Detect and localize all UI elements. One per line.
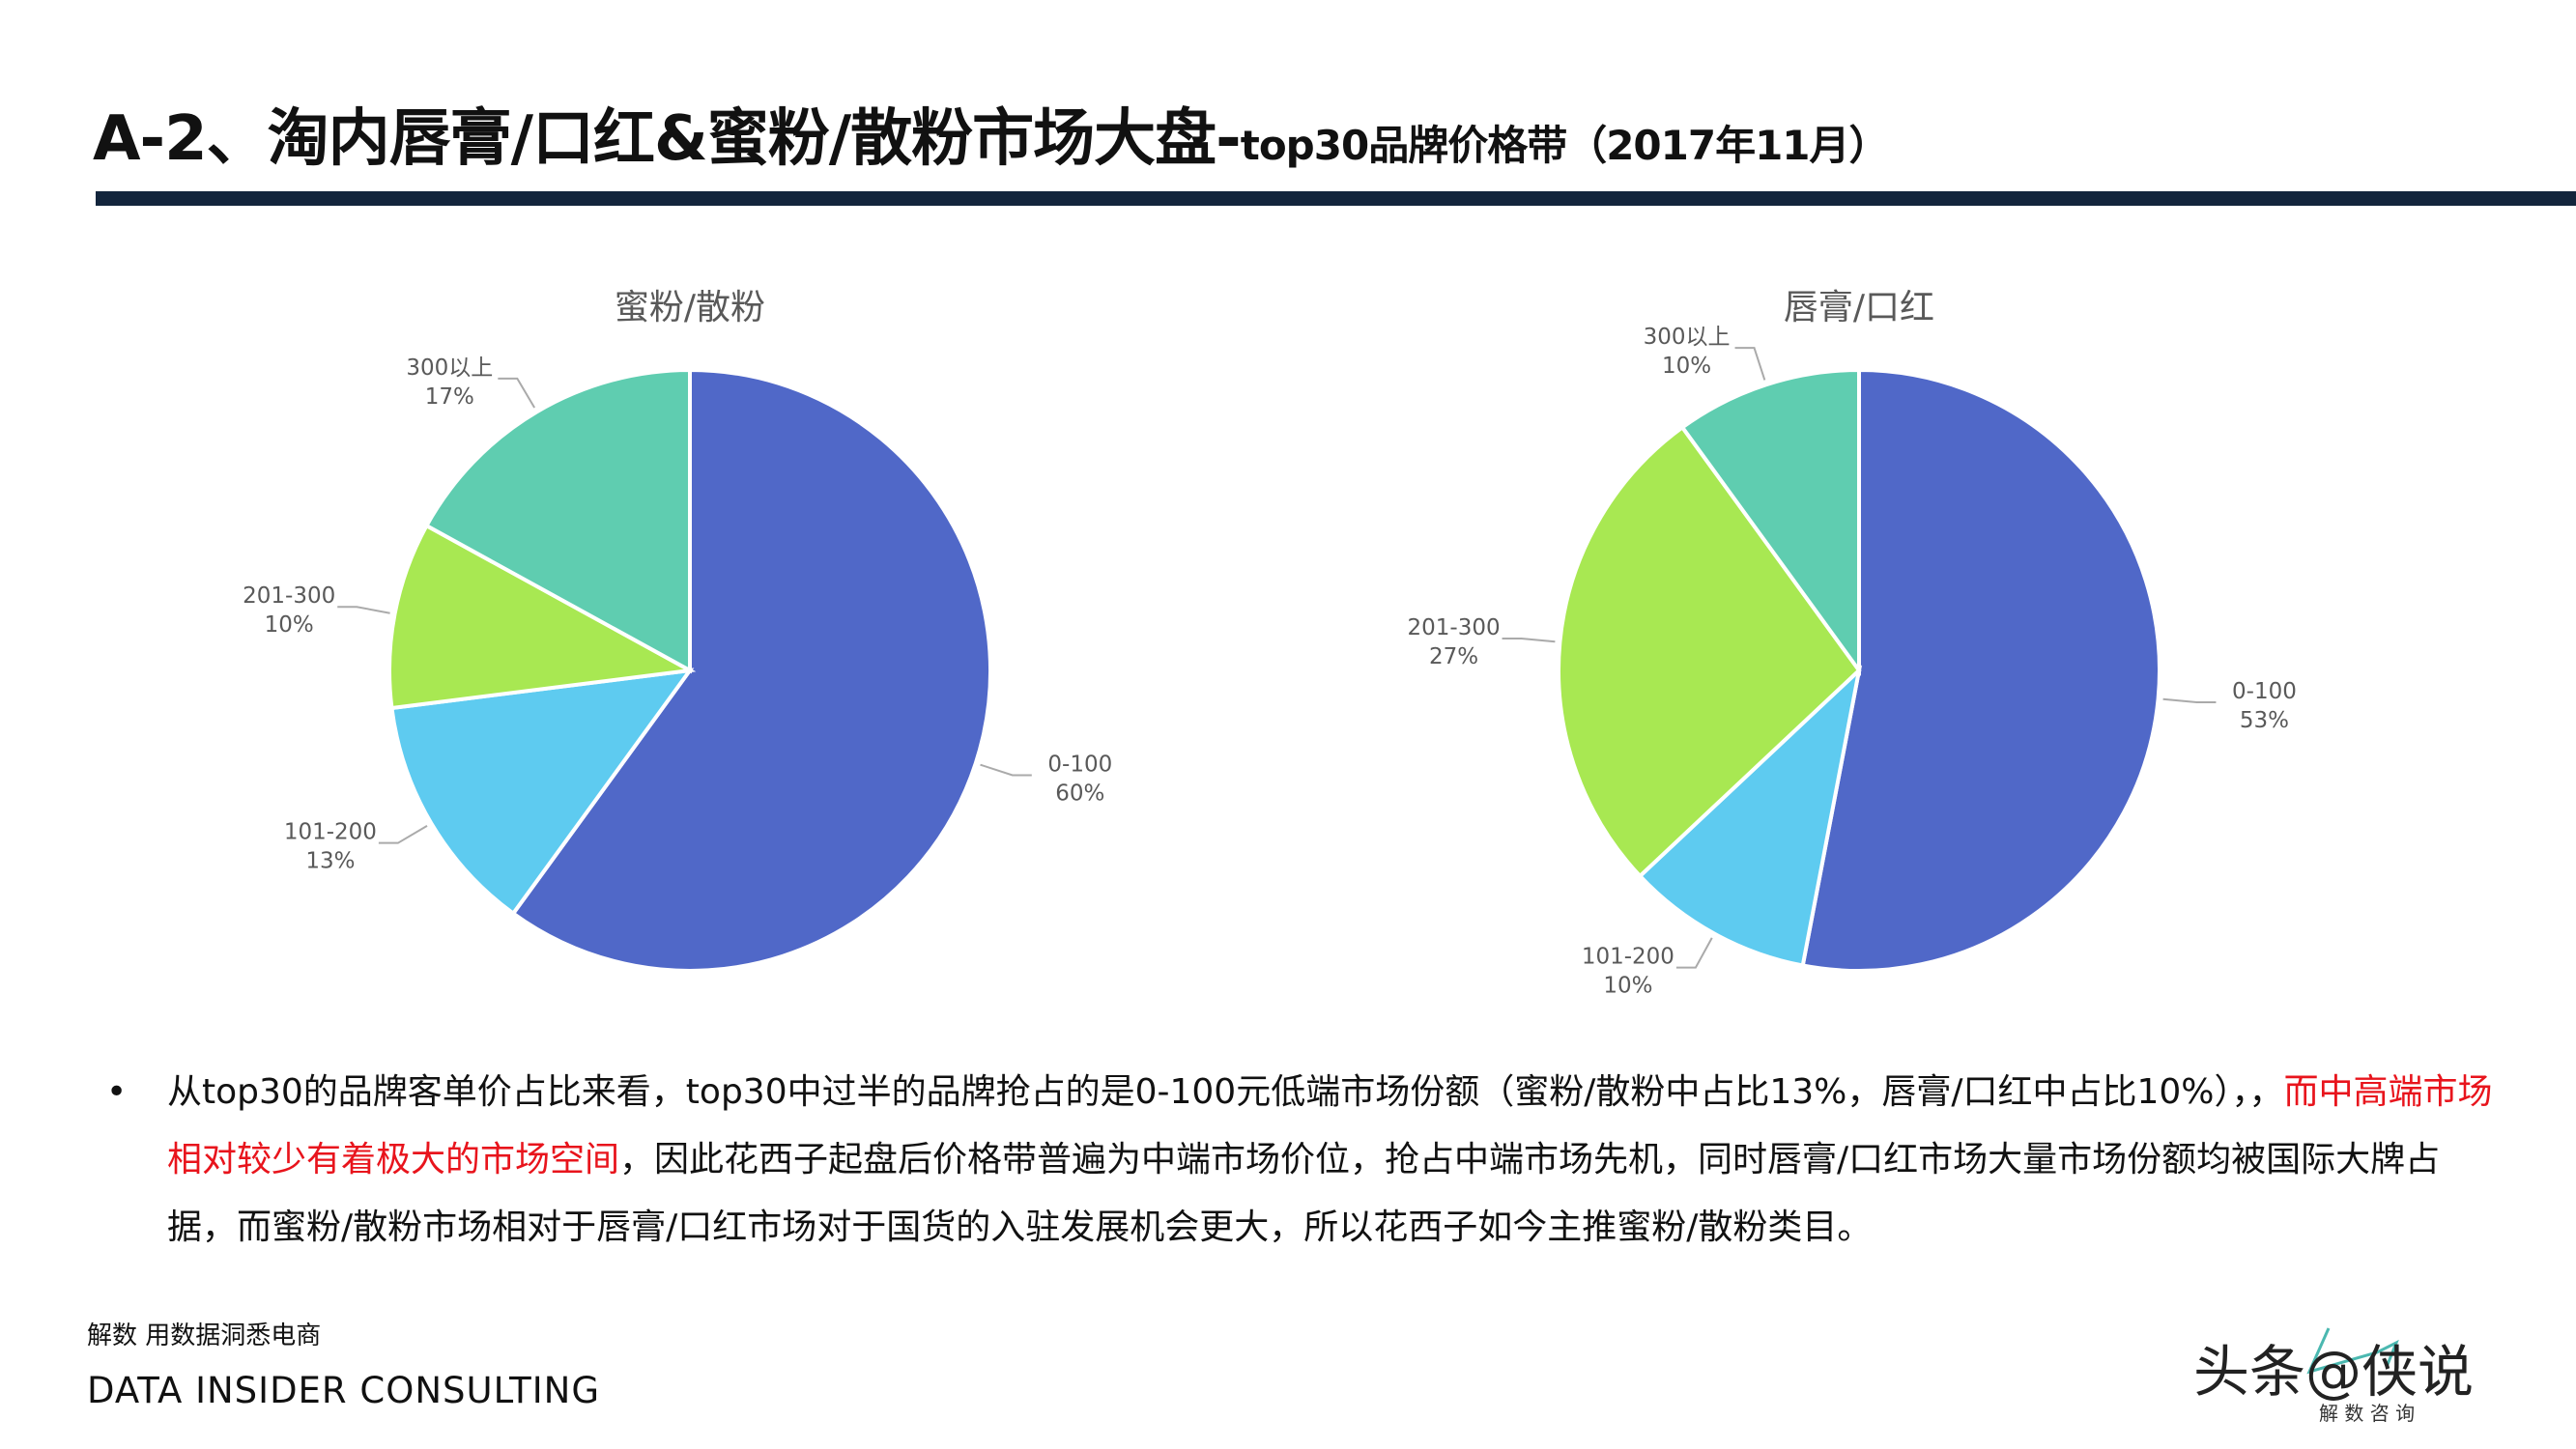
body-highlight: 而中高端市场相对较少有着极大的市场空间 bbox=[167, 1072, 2493, 1179]
data-label-category: 201-300 bbox=[243, 583, 335, 609]
data-label-value: 27% bbox=[1429, 644, 1478, 669]
data-label-category: 0-100 bbox=[1047, 752, 1112, 777]
body-text: 从top30的品牌客单价占比来看，top30中过半的品牌抢占的是0-100元低端… bbox=[167, 1059, 2505, 1262]
leader-line bbox=[498, 377, 536, 409]
title-sub: top30品牌价格带（2017年11月） bbox=[1240, 122, 1890, 169]
data-label-value: 13% bbox=[305, 849, 355, 874]
data-label-category: 300以上 bbox=[1644, 325, 1731, 350]
body-part1: 从top30的品牌客单价占比来看，top30中过半的品牌抢占的是0-100元低端… bbox=[167, 1072, 2284, 1112]
pie-charts: 蜜粉/散粉 0-100 60% 101-200 13% 201-300 10% 300以上 17… bbox=[243, 288, 2297, 999]
pie-slice-300以上 bbox=[1679, 367, 1861, 677]
leader-line bbox=[1675, 937, 1713, 969]
data-label-category: 201-300 bbox=[1408, 615, 1501, 640]
title-divider bbox=[96, 191, 2576, 206]
footer-company: DATA INSIDER CONSULTING bbox=[87, 1370, 600, 1411]
pie-slice-0-100 bbox=[1800, 367, 2161, 973]
watermark-logo: 头条@侠说 解 数 咨 询 bbox=[2193, 1327, 2474, 1425]
bullet: • bbox=[106, 1072, 128, 1112]
footer-tagline: 解数 用数据洞悉电商 bbox=[87, 1321, 322, 1350]
leader-line bbox=[980, 763, 1032, 777]
leader-line bbox=[1734, 347, 1766, 381]
pie-slice-101-200 bbox=[1637, 665, 1863, 968]
watermark-logo-text: 解 数 咨 询 bbox=[2319, 1402, 2415, 1425]
data-label-value: 53% bbox=[2240, 708, 2289, 733]
leader-line bbox=[378, 824, 428, 844]
data-label-value: 60% bbox=[1055, 781, 1104, 806]
chart-title: 蜜粉/散粉 bbox=[615, 288, 765, 327]
pie-slice-300以上 bbox=[423, 367, 692, 674]
leader-line bbox=[2162, 697, 2217, 704]
data-label-value: 17% bbox=[425, 384, 474, 410]
data-label-value: 10% bbox=[1662, 354, 1711, 379]
data-label-category: 101-200 bbox=[284, 820, 377, 845]
data-label-value: 10% bbox=[265, 612, 314, 638]
chart-title: 唇膏/口红 bbox=[1784, 288, 1934, 327]
data-label-category: 101-200 bbox=[1582, 945, 1674, 970]
leader-line bbox=[1502, 637, 1556, 643]
pie-slice-101-200 bbox=[389, 668, 695, 917]
data-label-category: 0-100 bbox=[2232, 679, 2297, 704]
pie-slice-201-300 bbox=[1557, 424, 1862, 879]
watermark-text: 头条@侠说 bbox=[2193, 1339, 2474, 1405]
leader-line bbox=[337, 606, 390, 614]
data-label-category: 300以上 bbox=[406, 355, 493, 381]
title-main: A-2、淘内唇膏/口红&蜜粉/散粉市场大盘- bbox=[93, 103, 1242, 175]
data-label-value: 10% bbox=[1603, 974, 1652, 999]
page-title: A-2、淘内唇膏/口红&蜜粉/散粉市场大盘-top30品牌价格带（2017年11… bbox=[93, 89, 1890, 178]
body-part2: ，因此花西子起盘后价格带普遍为中端市场价位，抢占中端市场先机，同时唇膏/口红市场… bbox=[167, 1140, 2441, 1247]
pie-slice-0-100 bbox=[510, 367, 992, 973]
pie-slice-201-300 bbox=[387, 523, 697, 711]
